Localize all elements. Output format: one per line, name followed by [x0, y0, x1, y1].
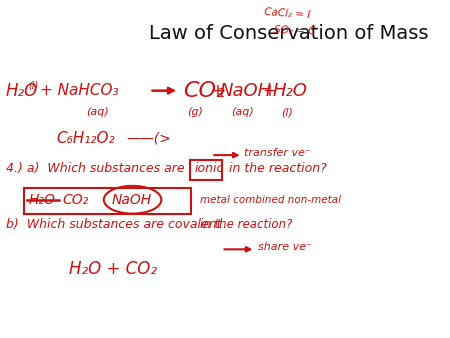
Text: H₂O: H₂O — [272, 82, 307, 100]
Text: H₂O: H₂O — [28, 193, 55, 207]
Text: CO₂: CO₂ — [62, 193, 89, 207]
Text: SO₂ = C: SO₂ = C — [274, 25, 315, 37]
Text: ——(>: ——(> — [126, 131, 171, 145]
Text: H₂O: H₂O — [5, 82, 38, 100]
Text: +: + — [211, 82, 224, 100]
Text: (l): (l) — [281, 107, 292, 118]
Text: C₆H₁₂O₂: C₆H₁₂O₂ — [56, 131, 115, 146]
Text: (aq): (aq) — [86, 107, 109, 118]
Text: Law of Conservation of Mass: Law of Conservation of Mass — [149, 24, 429, 43]
Text: share ve⁻: share ve⁻ — [258, 242, 312, 252]
Text: CaCl₂ = I: CaCl₂ = I — [264, 7, 310, 20]
Text: 4.) a)  Which substances are: 4.) a) Which substances are — [5, 162, 184, 174]
Text: + NaHCO₃: + NaHCO₃ — [40, 83, 119, 98]
Text: +: + — [262, 82, 276, 100]
Text: ionic: ionic — [194, 162, 224, 174]
Text: NaOH: NaOH — [112, 193, 152, 207]
Text: H₂O + CO₂: H₂O + CO₂ — [69, 260, 157, 278]
Text: CO₂: CO₂ — [183, 81, 225, 101]
Text: in the reaction?: in the reaction? — [225, 162, 327, 174]
Text: b)  Which substances are covalent: b) Which substances are covalent — [5, 218, 221, 231]
Text: (aq): (aq) — [232, 107, 254, 118]
Text: (l): (l) — [28, 81, 39, 91]
Text: in the reaction?: in the reaction? — [200, 218, 292, 231]
Text: (g): (g) — [188, 107, 203, 118]
Text: NaOH: NaOH — [220, 82, 272, 100]
Text: metal combined non-metal: metal combined non-metal — [200, 195, 341, 205]
Text: transfer ve⁻: transfer ve⁻ — [244, 148, 311, 158]
